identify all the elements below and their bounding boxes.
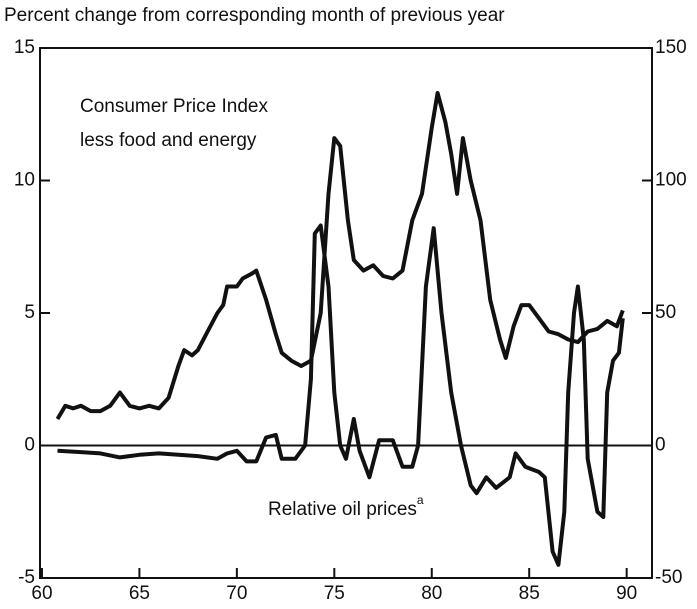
y-tick-label: 15 bbox=[14, 37, 35, 58]
annotation: Relative oil pricesa bbox=[268, 493, 424, 520]
y2-tick-label: 100 bbox=[655, 170, 687, 191]
y-tick-label: 5 bbox=[24, 302, 35, 323]
data-line bbox=[55, 91, 625, 421]
data-line bbox=[57, 223, 625, 567]
y2-tick-label: 0 bbox=[655, 435, 666, 456]
x-tick-label: 60 bbox=[31, 583, 52, 604]
annotation: Consumer Price Index bbox=[80, 96, 268, 117]
x-tick-label: 90 bbox=[616, 583, 637, 604]
x-tick-label: 65 bbox=[129, 583, 150, 604]
annotation: less food and energy bbox=[80, 130, 257, 151]
y2-tick-label: 50 bbox=[655, 302, 676, 323]
x-tick-label: 80 bbox=[421, 583, 442, 604]
y-tick-label: -5 bbox=[18, 567, 35, 588]
x-tick-label: 85 bbox=[519, 583, 540, 604]
chart-title: Percent change from corresponding month … bbox=[4, 5, 505, 26]
annotation-superscript: a bbox=[417, 493, 424, 507]
y2-tick-label: -50 bbox=[655, 567, 682, 588]
y2-tick-label: 150 bbox=[655, 37, 687, 58]
x-tick-label: 75 bbox=[324, 583, 345, 604]
x-tick-label: 70 bbox=[226, 583, 247, 604]
y-tick-label: 10 bbox=[14, 170, 35, 191]
y-tick-label: 0 bbox=[24, 435, 35, 456]
annotation-text: Relative oil prices bbox=[268, 499, 417, 520]
